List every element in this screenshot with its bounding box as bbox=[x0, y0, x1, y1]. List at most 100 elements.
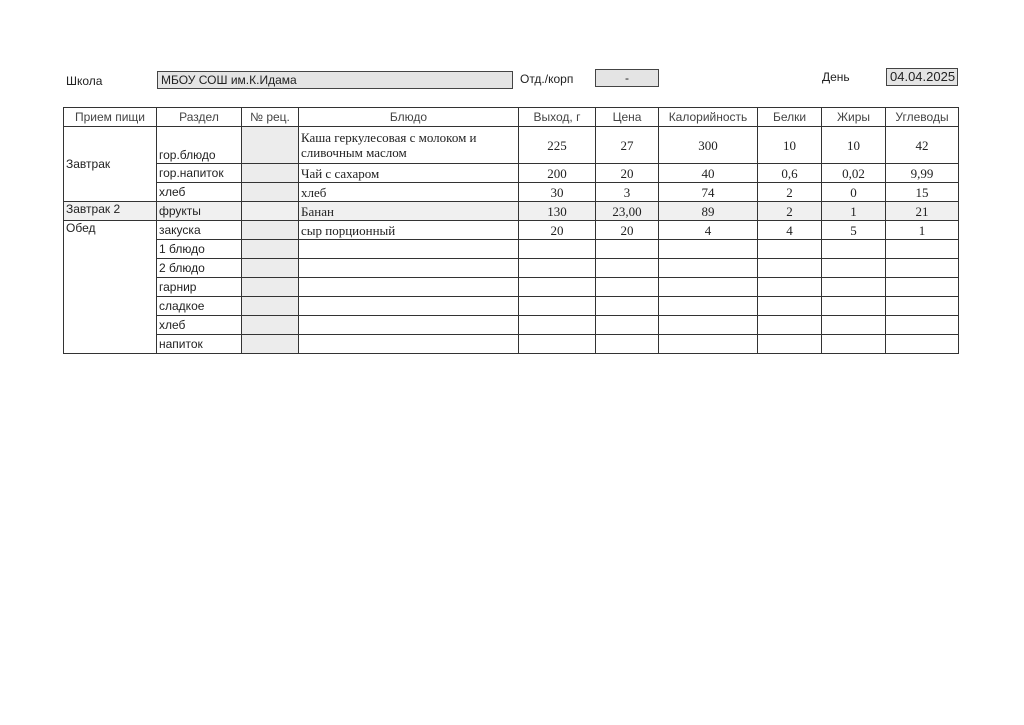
recipe-cell bbox=[241, 258, 299, 278]
fat-cell: 0 bbox=[821, 182, 886, 202]
price-cell bbox=[595, 277, 659, 297]
day-field: 04.04.2025 bbox=[886, 68, 958, 86]
protein-cell bbox=[757, 315, 822, 335]
col-header: Цена bbox=[595, 107, 659, 127]
section-cell: гор.блюдо bbox=[156, 126, 242, 164]
carbs-cell bbox=[885, 315, 959, 335]
meal-cell: Завтрак bbox=[63, 126, 157, 202]
recipe-cell bbox=[241, 239, 299, 259]
recipe-cell bbox=[241, 126, 299, 164]
col-header: Углеводы bbox=[885, 107, 959, 127]
calories-cell bbox=[658, 315, 758, 335]
protein-cell bbox=[757, 334, 822, 354]
price-cell bbox=[595, 315, 659, 335]
table-row: напиток bbox=[64, 334, 959, 354]
carbs-cell bbox=[885, 239, 959, 259]
protein-cell: 2 bbox=[757, 182, 822, 202]
price-cell bbox=[595, 296, 659, 316]
recipe-cell bbox=[241, 315, 299, 335]
calories-cell: 4 bbox=[658, 220, 758, 240]
carbs-cell bbox=[885, 334, 959, 354]
carbs-cell: 1 bbox=[885, 220, 959, 240]
calories-cell: 40 bbox=[658, 163, 758, 183]
protein-cell bbox=[757, 277, 822, 297]
table-row: Обед закуска сыр порционный 20 20 4 4 5 1 bbox=[63, 220, 959, 354]
fat-cell bbox=[821, 239, 886, 259]
col-header: Раздел bbox=[156, 107, 242, 127]
price-cell: 3 bbox=[595, 182, 659, 202]
section-cell: напиток bbox=[156, 334, 242, 354]
yield-cell: 130 bbox=[518, 201, 596, 221]
yield-cell bbox=[518, 315, 596, 335]
carbs-cell: 42 bbox=[885, 126, 959, 164]
calories-cell: 300 bbox=[658, 126, 758, 164]
table-row: Завтрак 2 фрукты Банан 130 23,00 89 2 1 21 bbox=[63, 201, 959, 221]
yield-cell bbox=[518, 296, 596, 316]
yield-cell bbox=[518, 334, 596, 354]
table-row: 2 блюдо bbox=[64, 258, 959, 278]
section-cell: закуска bbox=[156, 220, 242, 240]
protein-cell: 2 bbox=[757, 201, 822, 221]
recipe-cell bbox=[241, 201, 299, 221]
calories-cell: 74 bbox=[658, 182, 758, 202]
fat-cell bbox=[821, 315, 886, 335]
section-cell: 1 блюдо bbox=[156, 239, 242, 259]
dept-field: - bbox=[595, 69, 659, 87]
section-cell: фрукты bbox=[156, 201, 242, 221]
dish-cell bbox=[298, 334, 519, 354]
school-field: МБОУ СОШ им.К.Идама bbox=[157, 71, 513, 89]
col-header: Калорийность bbox=[658, 107, 758, 127]
protein-cell: 4 bbox=[757, 220, 822, 240]
carbs-cell: 15 bbox=[885, 182, 959, 202]
price-cell bbox=[595, 258, 659, 278]
col-header: Жиры bbox=[821, 107, 886, 127]
calories-cell bbox=[658, 334, 758, 354]
table-row: сладкое bbox=[64, 296, 959, 316]
header-row: Прием пищи Раздел № рец. Блюдо Выход, г … bbox=[63, 107, 959, 127]
yield-cell bbox=[518, 239, 596, 259]
yield-cell: 200 bbox=[518, 163, 596, 183]
price-cell: 20 bbox=[595, 220, 659, 240]
fat-cell bbox=[821, 334, 886, 354]
yield-cell bbox=[518, 277, 596, 297]
protein-cell: 0,6 bbox=[757, 163, 822, 183]
section-cell: сладкое bbox=[156, 296, 242, 316]
price-cell: 23,00 bbox=[595, 201, 659, 221]
dish-cell bbox=[298, 315, 519, 335]
yield-cell bbox=[518, 258, 596, 278]
calories-cell bbox=[658, 296, 758, 316]
yield-cell: 20 bbox=[518, 220, 596, 240]
meal-cell: Обед bbox=[63, 220, 157, 354]
dish-cell: Каша геркулесовая с молоком и сливочным … bbox=[298, 126, 519, 164]
carbs-cell bbox=[885, 258, 959, 278]
dept-label: Отд./корп bbox=[520, 72, 574, 86]
dish-cell bbox=[298, 258, 519, 278]
day-label: День bbox=[822, 70, 850, 84]
recipe-cell bbox=[241, 163, 299, 183]
fat-cell: 10 bbox=[821, 126, 886, 164]
col-header: Выход, г bbox=[518, 107, 596, 127]
fat-cell bbox=[821, 258, 886, 278]
calories-cell bbox=[658, 277, 758, 297]
protein-cell bbox=[757, 258, 822, 278]
section-cell: гарнир bbox=[156, 277, 242, 297]
table-row: гор.напиток Чай с сахаром 200 20 40 0,6 0,02 9,… bbox=[64, 163, 959, 183]
table-row: Завтрак гор.блюдо Каша геркулесовая с моло… bbox=[63, 126, 959, 202]
table-row: гарнир bbox=[64, 277, 959, 297]
table-row: хлеб хлеб 30 3 74 2 0 15 bbox=[64, 182, 959, 202]
protein-cell bbox=[757, 296, 822, 316]
dish-cell bbox=[298, 296, 519, 316]
recipe-cell bbox=[241, 296, 299, 316]
price-cell: 27 bbox=[595, 126, 659, 164]
carbs-cell bbox=[885, 296, 959, 316]
menu-table: Прием пищи Раздел № рец. Блюдо Выход, г … bbox=[63, 107, 959, 354]
fat-cell: 5 bbox=[821, 220, 886, 240]
recipe-cell bbox=[241, 182, 299, 202]
col-header: Прием пищи bbox=[63, 107, 157, 127]
table-row: хлеб bbox=[64, 315, 959, 335]
section-cell: хлеб bbox=[156, 182, 242, 202]
fat-cell: 0,02 bbox=[821, 163, 886, 183]
dish-cell: Чай с сахаром bbox=[298, 163, 519, 183]
calories-cell: 89 bbox=[658, 201, 758, 221]
dish-cell: Банан bbox=[298, 201, 519, 221]
